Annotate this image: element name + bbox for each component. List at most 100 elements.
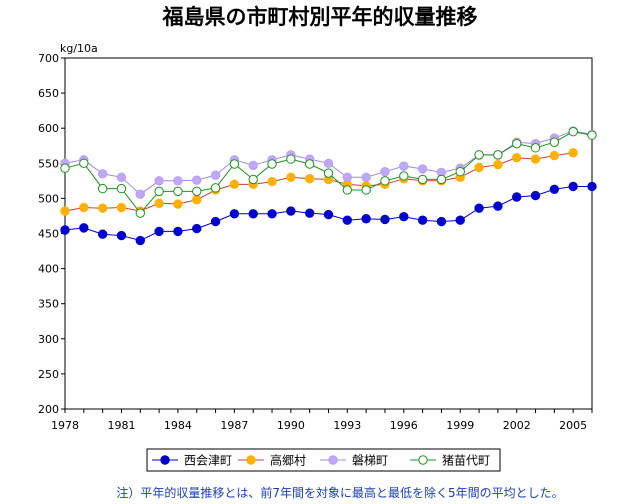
data-point [116,202,127,213]
y-tick-label: 350 [38,298,59,311]
data-point [79,223,89,233]
data-point [229,159,240,169]
plot-area-frame [64,57,593,410]
y-axis: 200 250 300 350 400 450 500 550 600 650 700 [38,52,65,416]
data-point [474,150,484,160]
data-point [568,181,578,192]
data-point [568,148,578,158]
data-point [210,183,221,193]
data-point [417,174,428,185]
data-point [304,159,315,169]
y-tick-label: 700 [38,52,59,65]
data-point [474,203,484,213]
x-tick-label: 2005 [559,419,587,432]
data-point [399,171,409,181]
y-axis-unit-label: kg/10a [60,42,98,55]
series-1 [60,181,597,246]
y-tick-label: 500 [38,192,59,205]
data-point [399,161,409,171]
legend-swatch-marker [418,455,428,465]
data-point [455,215,465,225]
data-point [210,216,221,227]
x-tick-label: 2002 [503,419,531,432]
data-point [417,215,428,225]
data-point [229,209,240,219]
series-group [60,126,597,246]
data-point [399,211,409,222]
data-point [267,176,277,187]
data-point [173,186,183,197]
legend-label: 磐梯町 [352,454,388,468]
data-point [60,206,70,216]
data-point [173,226,183,237]
data-point [342,185,353,195]
data-point [474,162,484,173]
data-point [304,174,315,184]
data-point [135,208,145,218]
data-point [380,176,390,186]
data-point [361,185,371,195]
data-point [248,174,258,185]
data-point [342,215,353,225]
data-point [97,169,108,179]
x-tick-label: 1993 [333,419,361,432]
data-point [173,199,183,209]
series-line [64,152,574,212]
data-point [493,150,503,160]
data-point [361,214,371,224]
data-point [97,183,108,194]
data-point [417,164,428,174]
data-point [192,186,202,197]
x-tick-label: 1999 [446,419,474,432]
y-tick-label: 200 [38,403,59,416]
data-point [267,159,277,169]
data-point [192,195,202,205]
y-tick-label: 250 [38,368,59,381]
data-point [79,202,89,213]
y-tick-label: 300 [38,333,59,346]
data-point [512,192,522,202]
data-point [79,158,89,169]
data-point [568,127,578,137]
data-point [286,154,296,164]
x-tick-label: 1984 [164,419,192,432]
data-point [210,170,221,180]
data-point [97,229,108,239]
data-point [97,203,108,213]
series-3 [60,126,597,199]
data-point [587,181,597,192]
data-point [173,176,183,186]
data-point [512,152,522,163]
data-point [342,172,353,183]
data-point [116,183,127,194]
data-point [286,206,296,216]
data-point [436,216,447,227]
x-tick-label: 1987 [220,419,248,432]
data-point [116,230,127,241]
legend-swatch-marker [328,455,338,465]
x-tick-label: 1978 [51,419,79,432]
data-point [192,223,202,234]
data-point [323,168,334,178]
data-point [267,209,277,219]
data-point [154,176,164,186]
data-point [455,167,465,177]
legend: 西会津町 高郷村 磐梯町 猪苗代町 [152,453,490,468]
data-point [192,175,202,185]
data-point [380,214,390,225]
data-point [116,172,127,183]
data-point [380,167,390,177]
legend-swatch-marker [246,455,256,465]
data-point [493,160,503,170]
y-tick-label: 450 [38,228,59,241]
data-point [323,158,334,169]
chart-title: 福島県の市町村別平年的収量推移 [162,5,478,29]
data-point [154,198,164,209]
x-axis: 1978 1981 1984 1987 1990 1993 1996 1999 2002 2005 [51,409,593,432]
data-point [361,172,371,183]
data-point [549,184,560,194]
data-point [154,186,164,197]
data-point [135,189,145,199]
data-point [229,179,240,190]
